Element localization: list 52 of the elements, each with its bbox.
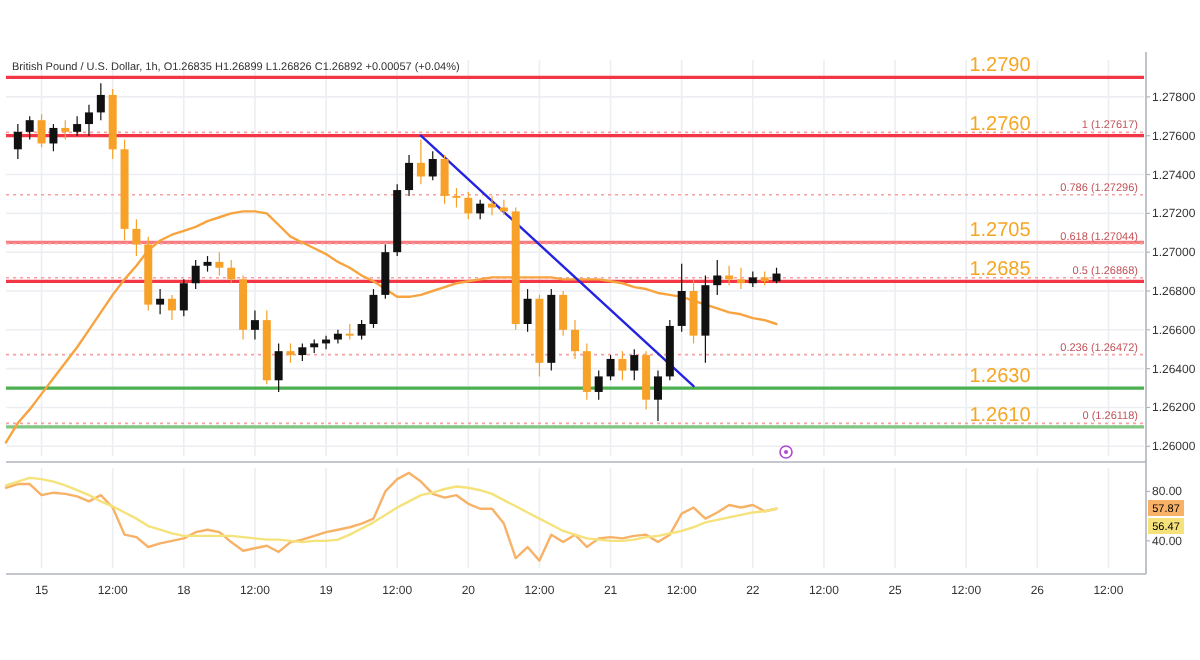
candlestick bbox=[452, 187, 461, 209]
ref-line-label: 1.2630 bbox=[969, 366, 1032, 389]
candlestick bbox=[96, 82, 105, 121]
ref-line-label: 1.2790 bbox=[969, 55, 1032, 78]
candlestick bbox=[653, 369, 662, 422]
candlestick bbox=[286, 342, 295, 364]
line-series bbox=[4, 476, 778, 544]
candlestick bbox=[274, 342, 283, 393]
candlestick bbox=[630, 348, 639, 381]
candlestick bbox=[736, 267, 745, 290]
candlestick bbox=[677, 263, 686, 333]
candlestick bbox=[416, 138, 425, 185]
candlestick bbox=[25, 115, 34, 141]
candlestick bbox=[523, 288, 532, 333]
candlestick bbox=[37, 113, 46, 148]
candlestick bbox=[191, 259, 200, 290]
candlestick bbox=[381, 243, 390, 300]
candlestick bbox=[250, 309, 259, 341]
candlestick bbox=[606, 354, 615, 381]
candlestick bbox=[73, 115, 82, 137]
candlestick bbox=[357, 319, 366, 341]
candlestick bbox=[713, 259, 722, 296]
ref-line-label: 1.2760 bbox=[969, 113, 1032, 136]
candlestick bbox=[215, 251, 224, 277]
candlestick bbox=[49, 123, 58, 152]
candlestick bbox=[725, 265, 734, 286]
candlestick bbox=[405, 154, 414, 197]
candlestick bbox=[156, 288, 165, 315]
candlestick bbox=[132, 218, 141, 257]
candlestick bbox=[13, 123, 22, 160]
candlestick bbox=[476, 199, 485, 220]
candlestick bbox=[84, 104, 93, 137]
candlestick bbox=[464, 191, 473, 220]
candlestick bbox=[559, 290, 568, 337]
ref-line-label: 1.2610 bbox=[969, 404, 1032, 427]
candlestick bbox=[440, 154, 449, 205]
candlestick bbox=[618, 350, 627, 381]
candlestick bbox=[582, 342, 591, 401]
candlestick bbox=[488, 195, 497, 216]
candlestick bbox=[689, 278, 698, 345]
line-series bbox=[4, 210, 778, 444]
candlestick bbox=[179, 278, 188, 317]
candlestick bbox=[428, 150, 437, 181]
candlestick bbox=[167, 294, 176, 321]
candlestick bbox=[642, 350, 651, 411]
candlestick bbox=[227, 259, 236, 284]
ref-line-label: 1.2705 bbox=[969, 220, 1032, 243]
candlestick bbox=[61, 119, 70, 141]
ref-line-label: 1.2685 bbox=[969, 259, 1032, 282]
candlestick bbox=[594, 369, 603, 401]
candlestick bbox=[369, 288, 378, 329]
candlestick bbox=[571, 319, 579, 360]
